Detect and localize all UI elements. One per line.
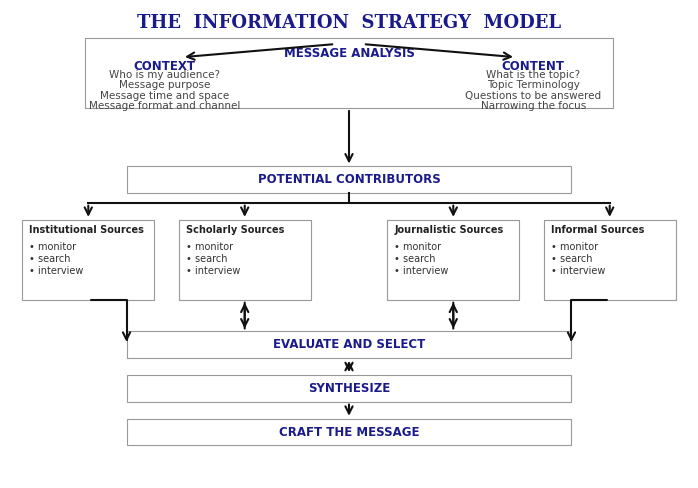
FancyBboxPatch shape — [126, 166, 572, 193]
Text: Narrowing the focus: Narrowing the focus — [481, 101, 586, 111]
Text: • interview: • interview — [551, 266, 605, 276]
Text: • search: • search — [551, 254, 592, 264]
Text: Informal Sources: Informal Sources — [551, 224, 644, 235]
Text: Topic Terminology: Topic Terminology — [487, 81, 579, 90]
FancyBboxPatch shape — [126, 331, 572, 358]
Text: Institutional Sources: Institutional Sources — [29, 224, 144, 235]
Text: MESSAGE ANALYSIS: MESSAGE ANALYSIS — [283, 46, 415, 60]
Text: EVALUATE AND SELECT: EVALUATE AND SELECT — [273, 338, 425, 351]
Text: • monitor: • monitor — [394, 242, 441, 252]
FancyBboxPatch shape — [179, 220, 311, 300]
Text: • monitor: • monitor — [29, 242, 76, 252]
Text: Message time and space: Message time and space — [100, 91, 230, 101]
FancyBboxPatch shape — [387, 220, 519, 300]
Text: Message format and channel: Message format and channel — [89, 101, 240, 111]
FancyBboxPatch shape — [22, 220, 154, 300]
Text: CRAFT THE MESSAGE: CRAFT THE MESSAGE — [279, 426, 419, 439]
Text: SYNTHESIZE: SYNTHESIZE — [308, 382, 390, 395]
Text: • monitor: • monitor — [551, 242, 597, 252]
FancyBboxPatch shape — [544, 220, 676, 300]
Text: • search: • search — [29, 254, 70, 264]
Text: • interview: • interview — [29, 266, 84, 276]
Text: Scholarly Sources: Scholarly Sources — [186, 224, 284, 235]
Text: What is the topic?: What is the topic? — [487, 70, 580, 81]
FancyBboxPatch shape — [85, 38, 613, 108]
Text: Message purpose: Message purpose — [119, 81, 211, 90]
Text: • monitor: • monitor — [186, 242, 232, 252]
FancyBboxPatch shape — [126, 419, 572, 446]
Text: • interview: • interview — [186, 266, 240, 276]
Text: Who is my audience?: Who is my audience? — [110, 70, 221, 81]
Text: • search: • search — [394, 254, 436, 264]
Text: • search: • search — [186, 254, 227, 264]
FancyBboxPatch shape — [126, 375, 572, 402]
Text: CONTENT: CONTENT — [502, 60, 565, 73]
Text: Journalistic Sources: Journalistic Sources — [394, 224, 503, 235]
Text: POTENTIAL CONTRIBUTORS: POTENTIAL CONTRIBUTORS — [258, 173, 440, 186]
Text: CONTEXT: CONTEXT — [134, 60, 195, 73]
Text: Questions to be answered: Questions to be answered — [465, 91, 601, 101]
Text: THE  INFORMATION  STRATEGY  MODEL: THE INFORMATION STRATEGY MODEL — [137, 14, 561, 32]
Text: • interview: • interview — [394, 266, 449, 276]
